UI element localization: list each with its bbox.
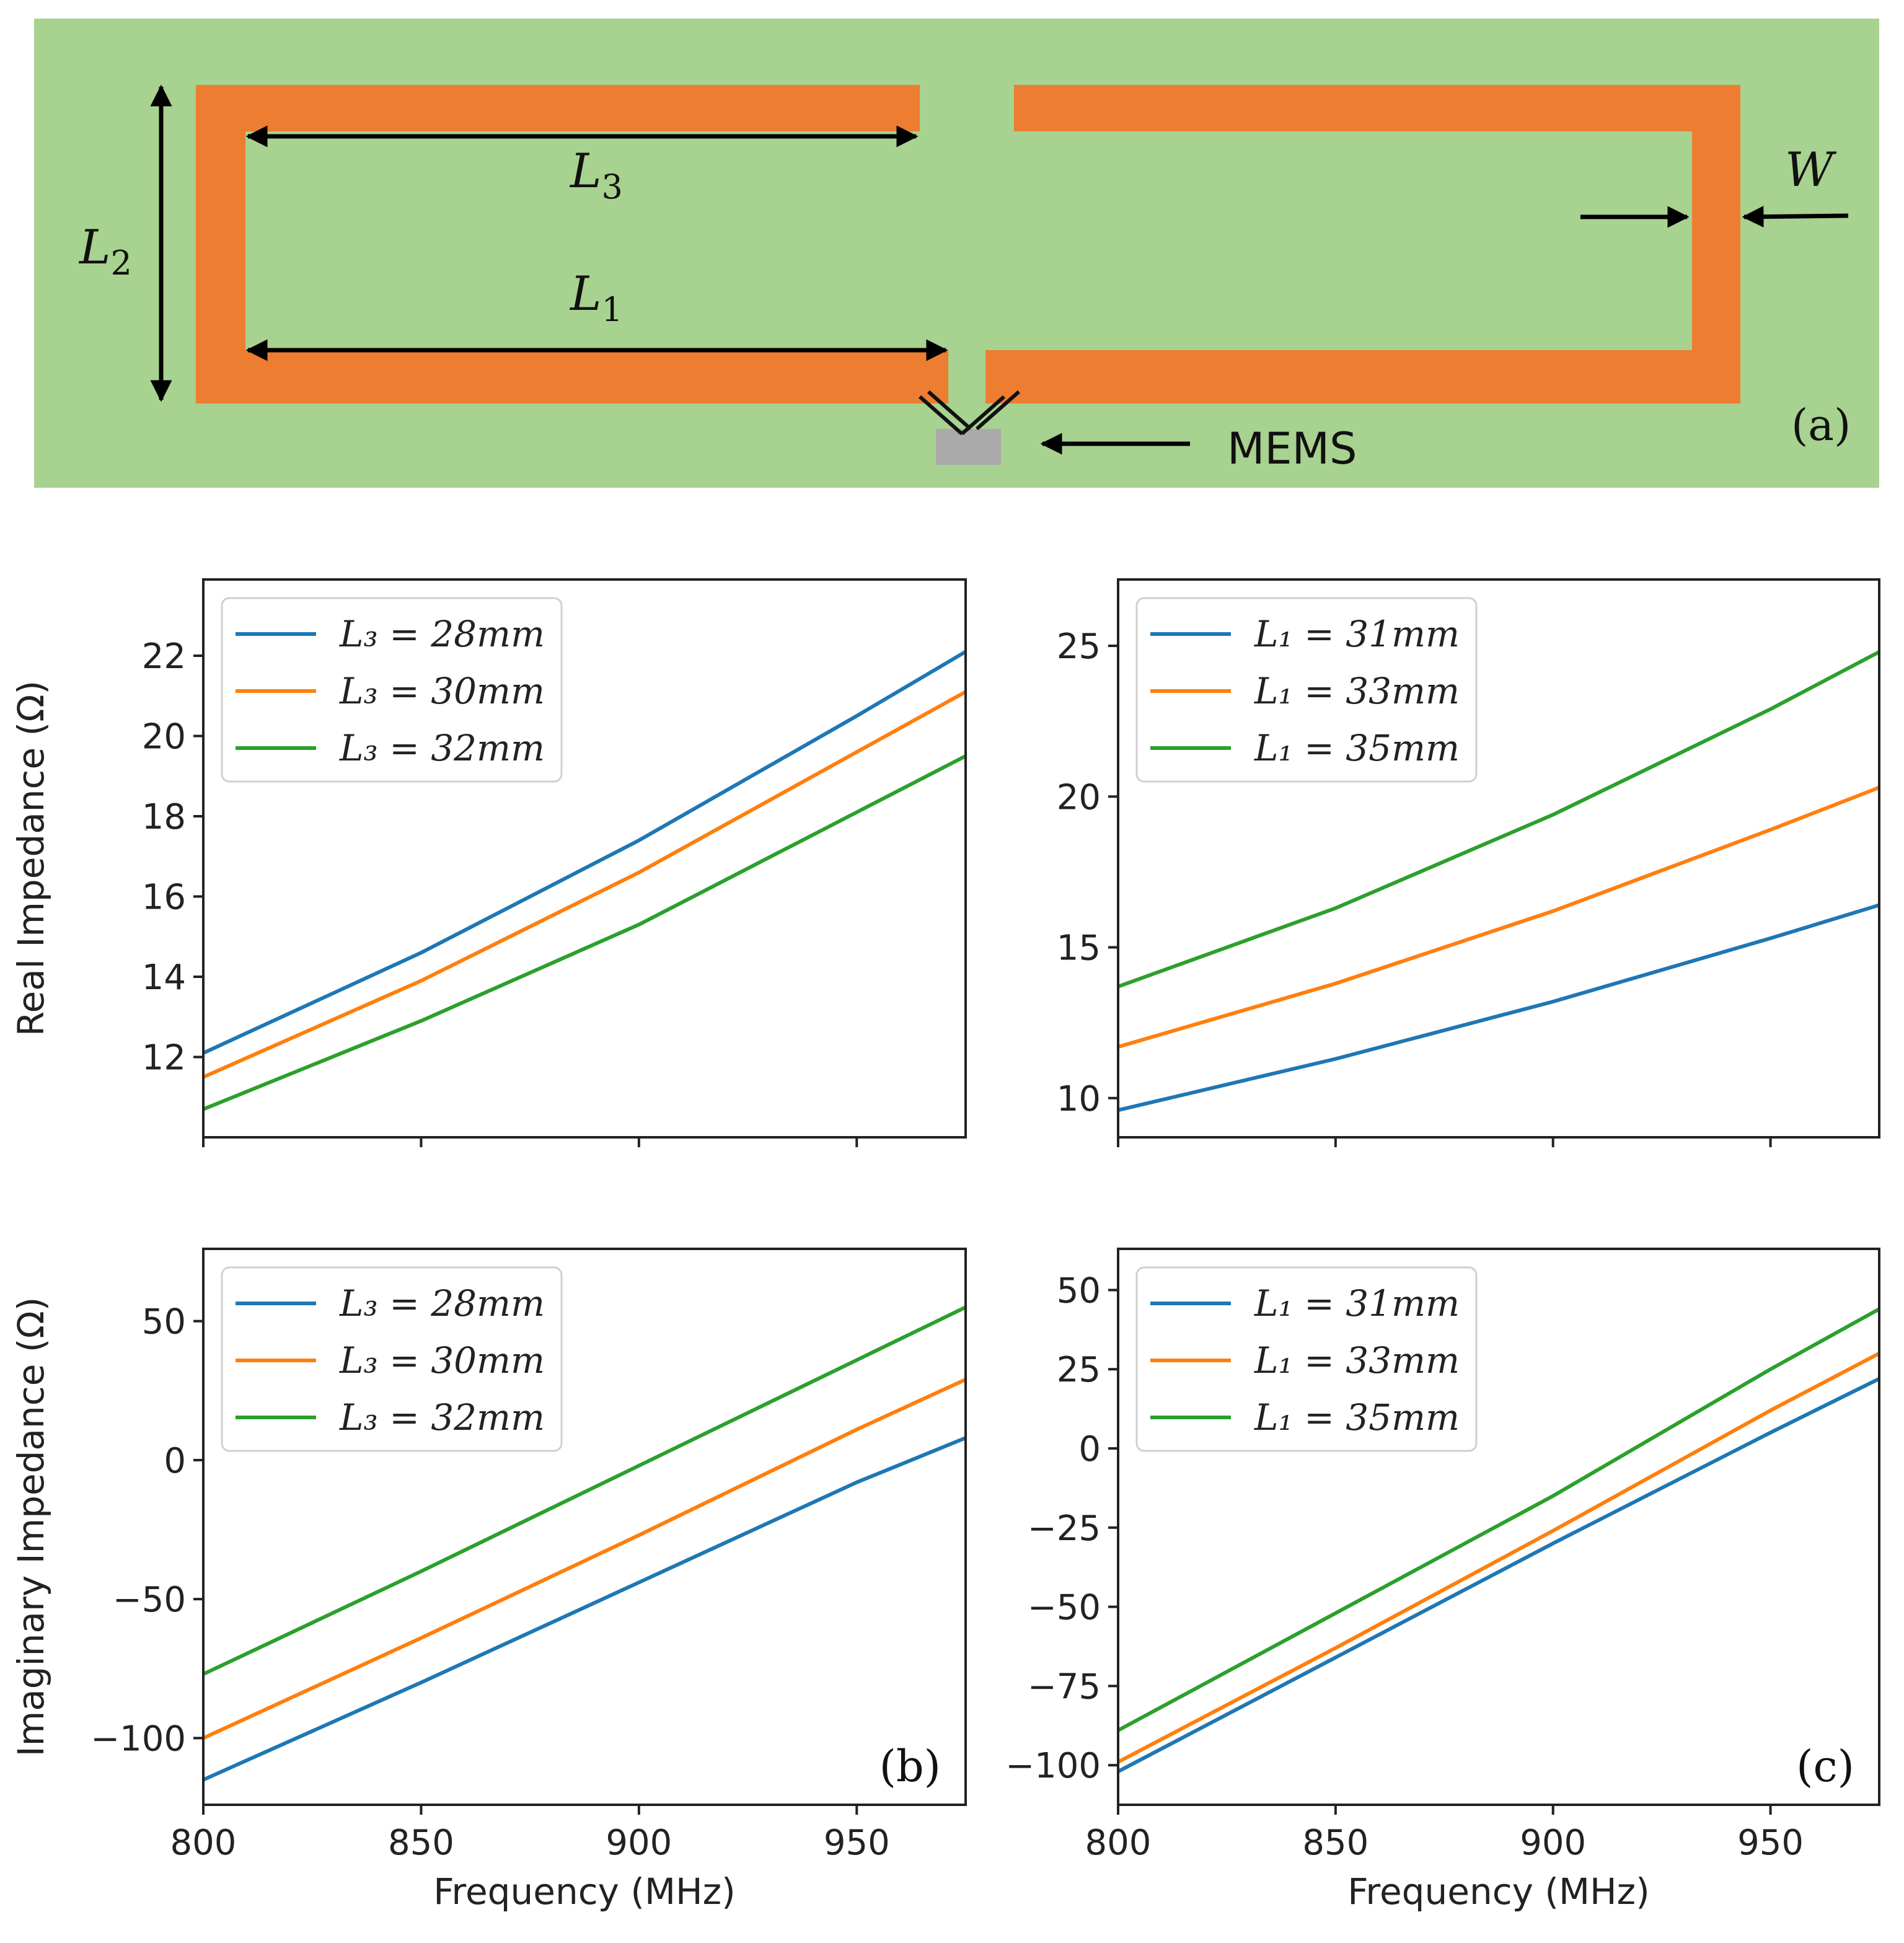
legend-label: L₃ = 32mm (339, 1396, 545, 1439)
y-axis-label: Imaginary Impedance (Ω) (10, 1297, 52, 1757)
legend: L₁ = 31mm L₁ = 33mm L₁ = 35mm (1135, 1266, 1478, 1452)
y-tick-label: 16 (142, 878, 186, 918)
y-tick-label: 22 (142, 637, 186, 677)
chart-real-impedance-l1: 10 15 20 25 L₁ = 31mm L₁ = 33mm L₁ = 35mm (1057, 578, 1880, 1147)
y-tick-label: −25 (1028, 1509, 1101, 1549)
plot-frame (202, 1248, 967, 1806)
w-arrow-right (1742, 206, 1849, 228)
trace-top-left (196, 85, 920, 131)
series-line-1 (1118, 1377, 1879, 1773)
x-tick-label: 950 (824, 1823, 890, 1863)
chart-imaginary-impedance-l3: 800 850 900 950 −100 −50 0 50 Frequency (MHz) Ima… (10, 1248, 967, 1913)
x-tick-label: 850 (388, 1823, 454, 1863)
series-line-3 (1118, 650, 1879, 989)
x-axis-label: Frequency (MHz) (433, 1870, 735, 1913)
y-tick-label: 25 (1057, 627, 1101, 667)
series-line-1 (203, 650, 966, 1055)
mems-block (936, 429, 1001, 465)
x-tick-label: 950 (1737, 1823, 1804, 1863)
panel-label-a: (a) (1791, 400, 1851, 451)
legend-box (1135, 597, 1478, 783)
legend-label: L₁ = 33mm (1254, 1339, 1460, 1381)
legend: L₃ = 28mm L₃ = 30mm L₃ = 32mm (221, 597, 563, 783)
y-tick-label: 10 (1057, 1079, 1101, 1119)
antenna-diagram: L3 L1 L2 W MEMS (a) (34, 19, 1879, 488)
w-label: W (1785, 142, 1837, 197)
legend-label: L₃ = 28mm (339, 1282, 545, 1324)
trace-bottom-left (196, 350, 948, 403)
y-tick-label: 25 (1057, 1350, 1101, 1390)
mems-switch (919, 390, 1020, 465)
y-tick-label: −50 (1028, 1588, 1101, 1628)
x-tick-label: 800 (1085, 1823, 1152, 1863)
plot-frame (202, 578, 967, 1139)
series-line-2 (1118, 785, 1879, 1049)
series-line-2 (203, 690, 966, 1079)
series-line-1 (1118, 903, 1879, 1112)
y-tick-label: −75 (1028, 1667, 1101, 1707)
y-tick-label: 14 (142, 958, 186, 998)
legend-label: L₁ = 31mm (1254, 613, 1460, 655)
trace-bottom-right (985, 350, 1740, 403)
mems-label: MEMS (1227, 423, 1357, 474)
series-line-2 (1118, 1352, 1879, 1764)
antenna-trace (196, 85, 1740, 403)
y-tick-label: 50 (142, 1302, 186, 1342)
legend-box (1135, 1266, 1478, 1452)
x-axis-label: Frequency (MHz) (1347, 1870, 1649, 1913)
trace-top-right (1014, 85, 1740, 131)
y-axis-label: Real Impedance (Ω) (10, 681, 52, 1036)
legend-label: L₁ = 33mm (1254, 670, 1460, 712)
legend: L₃ = 28mm L₃ = 30mm L₃ = 32mm (221, 1266, 563, 1452)
series-line-3 (203, 754, 966, 1111)
l2-label: L2 (78, 219, 132, 283)
y-tick-label: −100 (1005, 1746, 1101, 1786)
legend: L₁ = 31mm L₁ = 33mm L₁ = 35mm (1135, 597, 1478, 783)
y-tick-label: 20 (142, 717, 186, 757)
x-tick-label: 900 (1520, 1823, 1586, 1863)
y-tick-label: −100 (90, 1719, 186, 1759)
y-tick-label: 12 (142, 1038, 186, 1078)
l3-label: L3 (569, 143, 623, 206)
y-tick-label: 50 (1057, 1271, 1101, 1311)
legend-label: L₃ = 30mm (339, 670, 545, 712)
x-tick-label: 900 (606, 1823, 672, 1863)
y-tick-label: 20 (1057, 777, 1101, 817)
series-line-2 (203, 1378, 966, 1740)
legend-label: L₃ = 32mm (339, 727, 545, 769)
legend-label: L₁ = 35mm (1254, 727, 1460, 769)
chart-imaginary-impedance-l1: 800 850 900 950 −100 −75 −50 −25 0 25 50 Frequency … (1005, 1248, 1880, 1913)
y-tick-label: 0 (164, 1441, 186, 1481)
l1-label: L1 (569, 266, 623, 329)
y-tick-label: 18 (142, 797, 186, 837)
legend-label: L₁ = 35mm (1254, 1396, 1460, 1439)
legend-label: L₁ = 31mm (1254, 1282, 1460, 1324)
panel-label: (b) (879, 1741, 941, 1792)
y-tick-label: 15 (1057, 928, 1101, 969)
series-line-3 (1118, 1307, 1879, 1732)
y-tick-label: 0 (1078, 1429, 1101, 1469)
plot-frame (1117, 578, 1880, 1139)
legend-label: L₃ = 30mm (339, 1339, 545, 1381)
series-line-3 (203, 1305, 966, 1676)
y-tick-label: −50 (113, 1580, 186, 1620)
legend-box (221, 597, 563, 783)
x-tick-label: 800 (170, 1823, 237, 1863)
panel-label: (c) (1796, 1741, 1854, 1792)
legend-label: L₃ = 28mm (339, 613, 545, 655)
series-line-1 (203, 1436, 966, 1782)
x-tick-label: 850 (1302, 1823, 1368, 1863)
legend-box (221, 1266, 563, 1452)
